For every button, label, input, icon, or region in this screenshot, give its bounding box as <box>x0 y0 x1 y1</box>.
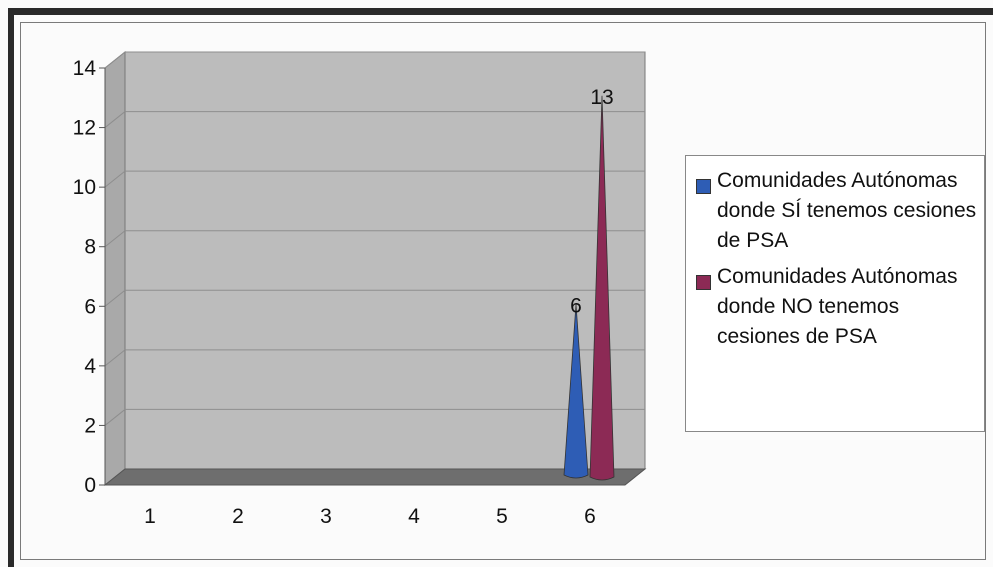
page-left-border <box>8 8 14 567</box>
legend-swatch-no <box>696 275 711 290</box>
back-wall <box>124 51 646 470</box>
bar-cone <box>563 304 589 479</box>
legend-swatch-si <box>696 179 711 194</box>
legend-label-si: Comunidades Autónomas donde SÍ tenemos c… <box>717 169 977 252</box>
x-tick-label: 2 <box>232 505 244 528</box>
data-label: 6 <box>570 294 582 317</box>
y-tick-label: 12 <box>73 117 96 140</box>
gridline-side <box>104 170 126 188</box>
chart-floor <box>103 468 647 486</box>
legend-item-si: Comunidades Autónomas donde SÍ tenemos c… <box>696 166 984 256</box>
gridline-side <box>104 349 126 367</box>
bar-cone <box>589 95 615 481</box>
y-tick-label: 8 <box>84 236 96 259</box>
gridline-side <box>104 409 126 426</box>
page-top-border <box>10 8 993 15</box>
y-tick-label: 6 <box>84 295 96 318</box>
data-label: 13 <box>590 86 613 109</box>
x-tick-label: 1 <box>144 505 156 528</box>
gridline-side <box>104 289 126 307</box>
chart-border <box>20 22 986 560</box>
y-tick-label: 14 <box>73 57 97 80</box>
y-tick-label: 4 <box>84 355 96 378</box>
y-tick-label: 0 <box>84 474 96 497</box>
legend-label-no: Comunidades Autónomas donde NO tenemos c… <box>717 265 958 348</box>
side-wall <box>104 50 126 487</box>
x-tick-label: 5 <box>496 505 508 528</box>
x-tick-label: 4 <box>408 505 420 528</box>
y-tick-label: 10 <box>73 176 96 199</box>
x-tick-label: 6 <box>584 505 596 528</box>
gridline-side <box>104 51 126 69</box>
gridline-side <box>104 111 126 128</box>
x-tick-label: 3 <box>320 505 332 528</box>
chart-legend: Comunidades Autónomas donde SÍ tenemos c… <box>685 155 985 432</box>
gridline-side <box>104 230 126 248</box>
y-tick-label: 2 <box>84 414 96 437</box>
legend-item-no: Comunidades Autónomas donde NO tenemos c… <box>696 262 984 352</box>
